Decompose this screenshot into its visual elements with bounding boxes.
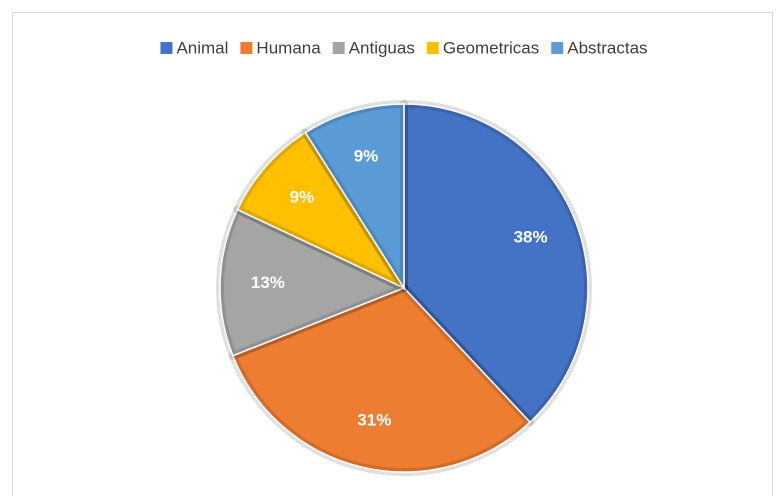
legend-swatch	[332, 42, 345, 54]
data-label: 31%	[357, 410, 391, 429]
slice-edge	[403, 103, 589, 424]
legend-label: Geometricas	[443, 38, 539, 57]
pie-slice	[305, 104, 404, 288]
data-label: 9%	[290, 187, 315, 206]
legend-label: Antiguas	[349, 38, 415, 57]
slice-edge	[304, 103, 405, 291]
pie-slice	[237, 132, 404, 288]
legend-swatch	[240, 42, 253, 54]
pie-slice	[232, 288, 530, 473]
legend-swatch	[160, 42, 173, 54]
slice-edge	[219, 208, 406, 357]
legend-label: Abstractas	[567, 38, 647, 57]
data-label: 9%	[354, 147, 379, 166]
pie-slice	[219, 209, 404, 356]
legend-swatch	[551, 42, 564, 54]
legend-label: Animal	[176, 38, 228, 57]
data-label: 13%	[251, 273, 285, 292]
data-label: 38%	[514, 227, 548, 246]
legend-label: Humana	[256, 38, 321, 57]
slice-edge	[236, 131, 407, 290]
pie-slice	[404, 104, 589, 423]
legend-swatch	[426, 42, 439, 54]
slice-edge	[231, 287, 532, 473]
